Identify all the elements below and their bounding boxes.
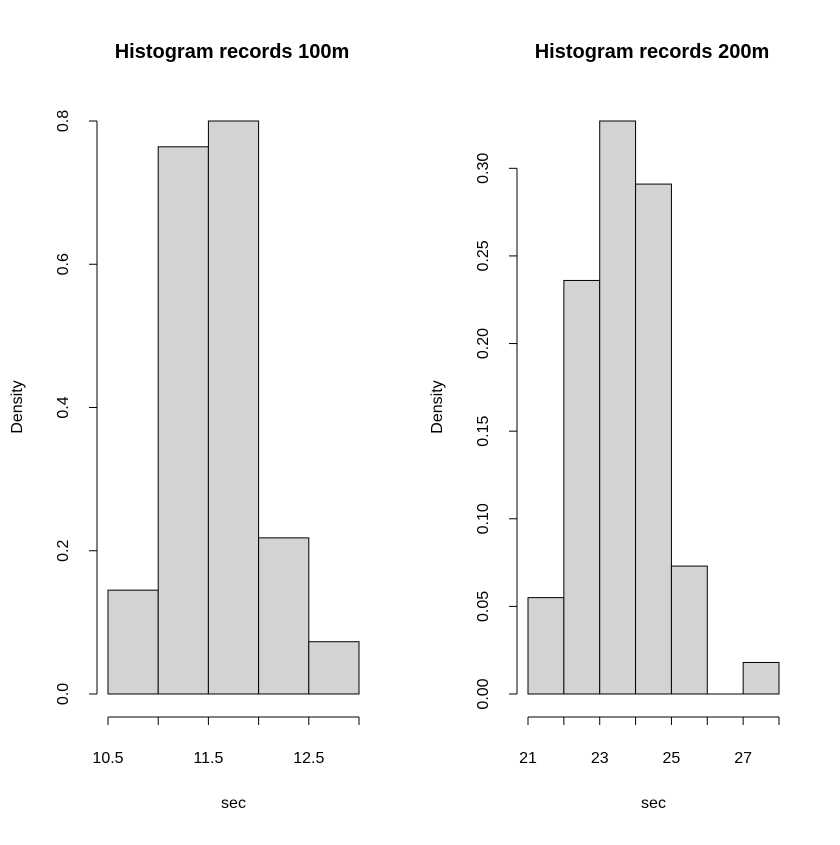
histogram-bar — [635, 183, 672, 695]
histogram-panel-100m: Histogram records 100m 10.5 11.5 12.5 sec 0.0… — [9, 41, 360, 812]
chart-title: Histogram records 200m — [535, 41, 770, 63]
x-tick-label: 12.5 — [293, 750, 324, 767]
x-tick-label: 10.5 — [92, 750, 123, 767]
y-tick-label: 0.0 — [55, 683, 72, 705]
x-tick-label: 11.5 — [193, 750, 223, 767]
y-tick-label: 0.10 — [475, 503, 492, 534]
y-tick-label: 0.20 — [475, 328, 492, 359]
histogram-bar — [258, 537, 310, 695]
histogram-bar — [670, 565, 708, 695]
y-tick-label: 0.00 — [475, 678, 492, 709]
histogram-bar — [308, 641, 360, 695]
x-tick-label: 27 — [734, 750, 752, 767]
y-tick-label: 0.4 — [55, 396, 72, 418]
x-axis-label: sec — [221, 795, 246, 812]
histogram-bar — [742, 661, 780, 695]
histogram-bar — [207, 120, 260, 695]
histogram-bar — [107, 589, 159, 695]
chart-title: Histogram records 100m — [115, 41, 350, 63]
histogram-bar — [563, 279, 601, 695]
histogram-bar — [599, 120, 637, 695]
x-tick-label: 23 — [591, 750, 609, 767]
y-tick-label: 0.25 — [475, 240, 492, 271]
x-tick-label: 21 — [519, 750, 537, 767]
y-tick-label: 0.2 — [55, 540, 72, 562]
y-axis-label: Density — [429, 380, 446, 433]
y-tick-label: 0.8 — [55, 110, 72, 132]
x-tick-label: 25 — [663, 750, 681, 767]
y-tick-label: 0.15 — [475, 415, 492, 446]
histogram-bar — [527, 597, 565, 695]
y-tick-label: 0.30 — [475, 153, 492, 184]
histogram-panel-200m: Histogram records 200m 21 23 25 27 sec 0.00 0.0… — [429, 41, 780, 812]
histogram-bar — [157, 146, 209, 695]
y-tick-label: 0.05 — [475, 591, 492, 622]
x-axis-label: sec — [641, 795, 666, 812]
y-tick-label: 0.6 — [55, 253, 72, 275]
y-axis-label: Density — [9, 380, 26, 433]
